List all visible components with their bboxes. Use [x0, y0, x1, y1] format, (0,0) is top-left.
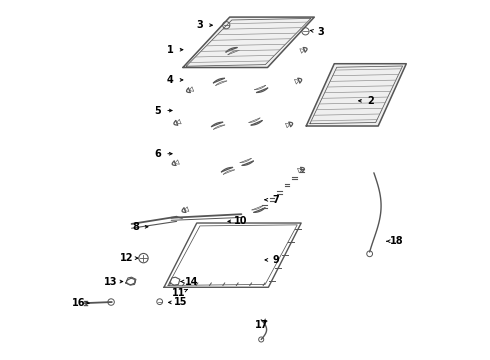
Text: 8: 8 [132, 222, 139, 232]
Text: 17: 17 [254, 320, 268, 330]
Text: 14: 14 [185, 276, 198, 287]
Text: 3: 3 [317, 27, 324, 37]
Text: 9: 9 [273, 255, 280, 265]
Text: 4: 4 [167, 75, 174, 85]
Text: 6: 6 [154, 149, 161, 159]
Text: 1: 1 [167, 45, 174, 55]
Text: 5: 5 [154, 105, 161, 116]
Polygon shape [306, 64, 406, 126]
Text: 12: 12 [120, 253, 133, 263]
Text: 10: 10 [234, 216, 247, 226]
Text: 11: 11 [172, 288, 185, 298]
Text: 15: 15 [173, 297, 187, 307]
Text: 7: 7 [272, 195, 279, 205]
Text: 2: 2 [368, 96, 374, 106]
Text: 13: 13 [104, 276, 118, 287]
Text: 16: 16 [72, 298, 85, 308]
Text: 18: 18 [390, 236, 404, 246]
Polygon shape [183, 17, 314, 68]
Text: 3: 3 [196, 20, 203, 30]
